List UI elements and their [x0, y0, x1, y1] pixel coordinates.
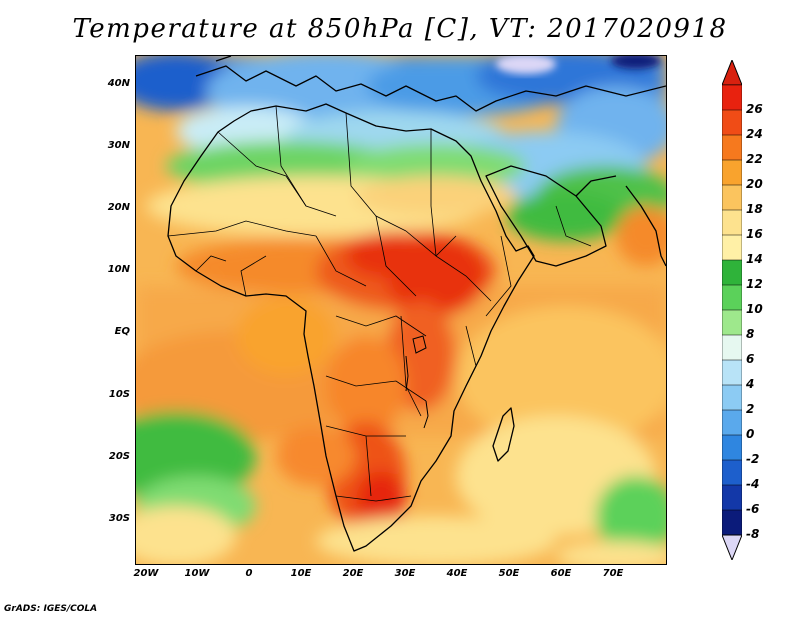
colorbar-label: 14 [746, 252, 763, 266]
colorbar-segment [722, 434, 742, 461]
colorbar-label: 8 [746, 327, 755, 341]
colorbar-label: 2 [746, 402, 755, 416]
colorbar-label: -8 [746, 527, 760, 541]
colorbar-label: 0 [746, 427, 755, 441]
x-tick-label: 10W [184, 568, 210, 579]
colorbar-label: 10 [746, 302, 763, 316]
x-tick-label: 30E [394, 568, 416, 579]
colorbar-label: 4 [746, 377, 755, 391]
colorbar-label: 6 [746, 352, 755, 366]
colorbar-segment [722, 184, 742, 211]
europe-coastline [215, 56, 232, 62]
colorbar-segment [722, 259, 742, 286]
colorbar-segment [722, 409, 742, 436]
lake-victoria [412, 335, 427, 354]
y-tick-label: 30N [107, 140, 130, 151]
colorbar-segment [722, 459, 742, 486]
x-tick-label: 10E [290, 568, 312, 579]
colorbar-segment [722, 334, 742, 361]
credit-label: GrADS: IGES/COLA [4, 604, 98, 614]
colorbar-segment [722, 484, 742, 511]
y-tick-label: EQ [114, 326, 130, 337]
y-tick-label: 40N [107, 78, 130, 89]
colorbar-segment [722, 234, 742, 261]
x-tick-label: 20W [133, 568, 159, 579]
y-tick-label: 20S [108, 451, 130, 462]
temperature-map [135, 55, 667, 565]
coastlines [167, 56, 666, 552]
colorbar-segment [722, 284, 742, 311]
y-tick-label: 20N [107, 202, 130, 213]
lakes [405, 335, 429, 429]
colorbar-segment [722, 309, 742, 336]
colorbar-label: -4 [746, 477, 760, 491]
x-tick-label: 50E [498, 568, 520, 579]
colorbar-segment [722, 509, 742, 536]
colorbar-segment [722, 134, 742, 161]
arabia-coastline [485, 165, 607, 267]
gulf-coastline [575, 175, 617, 197]
high-latitude-patch [496, 56, 661, 74]
colorbar-over-arrow [722, 60, 742, 86]
colorbar-label: -6 [746, 502, 760, 516]
colorbar-label: 16 [746, 227, 763, 241]
colorbar-segment [722, 359, 742, 386]
colorbar-segment [722, 109, 742, 136]
africa-coastline [167, 103, 535, 552]
colorbar-under-arrow [722, 534, 742, 560]
x-tick-label: 70E [602, 568, 624, 579]
y-tick-label: 30S [108, 513, 130, 524]
colorbar-label: 20 [746, 177, 763, 191]
colorbar-label: 22 [746, 152, 763, 166]
colorbar-label: 12 [746, 277, 763, 291]
colorbar-label: 18 [746, 202, 763, 216]
colorbar-segment [722, 84, 742, 111]
x-tick-label: 60E [550, 568, 572, 579]
x-tick-label: 40E [446, 568, 468, 579]
colorbar-segment [722, 159, 742, 186]
colorbar-segment [722, 384, 742, 411]
madagascar-coastline [492, 407, 515, 462]
colorbar-segment [722, 209, 742, 236]
x-tick-label: 20E [342, 568, 364, 579]
map-title: Temperature at 850hPa [C], VT: 201702091… [72, 14, 728, 44]
india-coastline [625, 185, 666, 267]
country-borders [167, 105, 592, 502]
europe-coastline [195, 65, 666, 112]
y-tick-label: 10N [107, 264, 130, 275]
temperature-field [136, 56, 666, 564]
y-tick-label: 10S [108, 389, 130, 400]
colorbar-label: 24 [746, 127, 763, 141]
lake-malawi [423, 400, 429, 429]
lake-tanganyika [405, 355, 409, 392]
colorbar-label: -2 [746, 452, 760, 466]
colorbar [722, 60, 742, 560]
colorbar-label: 26 [746, 102, 763, 116]
x-tick-label: 0 [245, 568, 253, 579]
